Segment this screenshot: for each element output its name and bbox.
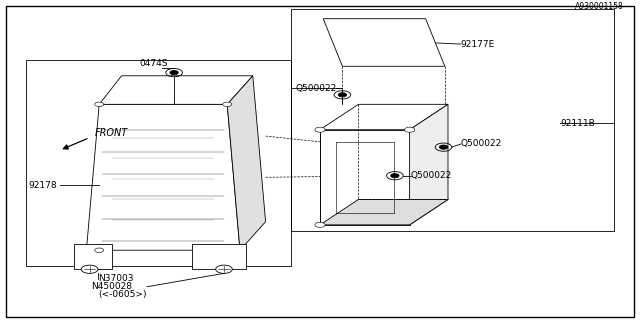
Circle shape — [315, 222, 325, 228]
Polygon shape — [74, 244, 112, 269]
Circle shape — [216, 265, 232, 273]
Polygon shape — [227, 76, 266, 250]
Polygon shape — [99, 76, 253, 104]
Polygon shape — [323, 19, 445, 66]
Text: (<-0605>): (<-0605>) — [98, 290, 147, 299]
Circle shape — [95, 102, 104, 107]
Text: 92178: 92178 — [29, 181, 58, 190]
Polygon shape — [320, 130, 410, 225]
Text: 0474S: 0474S — [140, 59, 168, 68]
Circle shape — [439, 145, 448, 149]
Text: A930001158: A930001158 — [575, 2, 624, 11]
Polygon shape — [192, 244, 246, 269]
Text: Q500022: Q500022 — [296, 84, 337, 93]
Text: Q500022: Q500022 — [461, 140, 502, 148]
Polygon shape — [410, 104, 448, 225]
Circle shape — [95, 248, 104, 252]
Circle shape — [390, 174, 399, 178]
Circle shape — [170, 70, 178, 75]
Text: N37003: N37003 — [98, 274, 133, 283]
Circle shape — [339, 93, 347, 97]
Circle shape — [81, 265, 98, 273]
Polygon shape — [320, 104, 448, 130]
Text: 92111B: 92111B — [560, 119, 595, 128]
Circle shape — [404, 127, 415, 132]
Text: Q500022: Q500022 — [411, 171, 452, 180]
Circle shape — [315, 127, 325, 132]
Text: FRONT: FRONT — [95, 128, 128, 138]
Polygon shape — [86, 104, 240, 250]
Text: 92177E: 92177E — [461, 40, 495, 49]
Circle shape — [223, 102, 232, 107]
Polygon shape — [320, 199, 448, 225]
Text: N450028: N450028 — [92, 282, 132, 291]
